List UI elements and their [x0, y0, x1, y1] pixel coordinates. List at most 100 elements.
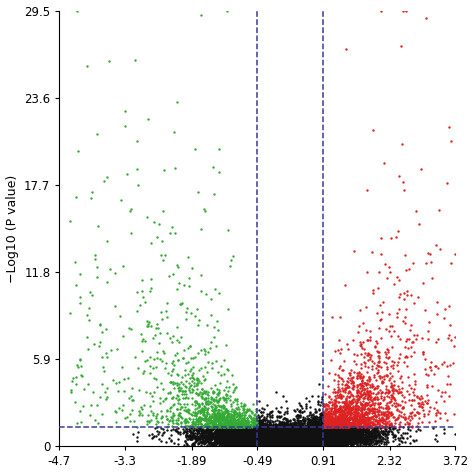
Point [275, 440, 283, 447]
Point [319, 401, 327, 408]
Point [293, 442, 301, 449]
Point [265, 442, 273, 450]
Point [258, 433, 266, 440]
Point [285, 427, 292, 435]
Point [285, 439, 293, 447]
Point [255, 428, 263, 436]
Point [283, 437, 291, 444]
Point [301, 430, 309, 438]
Point [250, 422, 258, 429]
Point [285, 428, 293, 436]
Point [250, 432, 257, 440]
Point [261, 442, 268, 449]
Point [295, 431, 303, 439]
Point [236, 427, 244, 435]
Point [278, 442, 286, 450]
Point [293, 443, 301, 450]
Point [304, 440, 312, 447]
Point [282, 442, 290, 450]
Point [301, 436, 309, 443]
Point [274, 438, 282, 446]
Point [316, 438, 324, 445]
Point [274, 437, 282, 445]
Point [305, 434, 312, 442]
Point [298, 438, 306, 445]
Point [237, 417, 245, 425]
Point [257, 431, 264, 439]
Point [313, 420, 321, 428]
Point [358, 412, 365, 420]
Point [291, 433, 298, 441]
Point [307, 432, 315, 440]
Point [312, 428, 320, 436]
Point [286, 424, 294, 432]
Point [271, 428, 279, 435]
Point [308, 432, 315, 440]
Point [302, 442, 310, 450]
Point [277, 434, 285, 442]
Point [335, 398, 342, 406]
Point [201, 420, 209, 428]
Point [301, 443, 309, 450]
Point [231, 438, 239, 446]
Point [284, 439, 292, 447]
Point [337, 419, 345, 426]
Point [267, 442, 275, 450]
Point [228, 421, 236, 429]
Point [241, 438, 249, 446]
Point [257, 439, 265, 447]
Point [354, 374, 361, 382]
Point [284, 441, 292, 449]
Point [318, 436, 326, 444]
Point [335, 436, 343, 443]
Point [315, 421, 323, 428]
Point [284, 438, 292, 446]
Point [290, 442, 297, 450]
Point [275, 439, 283, 447]
Point [323, 419, 330, 427]
Point [287, 442, 295, 450]
Point [291, 438, 299, 446]
Point [233, 423, 240, 431]
Point [318, 439, 326, 447]
Point [258, 418, 265, 426]
Point [268, 441, 276, 449]
Point [268, 442, 275, 450]
Point [255, 440, 263, 448]
Point [423, 370, 430, 378]
Point [195, 316, 203, 323]
Point [296, 406, 304, 413]
Point [225, 412, 232, 419]
Point [372, 438, 380, 446]
Point [268, 442, 276, 450]
Point [280, 437, 288, 445]
Point [303, 436, 311, 443]
Point [275, 438, 283, 446]
Point [268, 441, 275, 448]
Point [276, 442, 284, 449]
Point [292, 441, 300, 449]
Point [319, 440, 326, 448]
Point [359, 434, 367, 441]
Point [281, 437, 289, 445]
Point [258, 441, 265, 448]
Point [236, 423, 243, 430]
Point [328, 435, 336, 443]
Point [247, 430, 255, 438]
Point [265, 431, 273, 438]
Point [255, 437, 262, 444]
Point [285, 440, 292, 447]
Point [301, 442, 309, 450]
Point [279, 442, 287, 450]
Point [96, 321, 103, 329]
Point [280, 441, 287, 448]
Point [344, 428, 352, 436]
Point [300, 441, 307, 448]
Point [336, 432, 344, 440]
Point [283, 431, 291, 439]
Point [325, 438, 332, 445]
Point [296, 436, 303, 444]
Point [255, 429, 262, 437]
Point [270, 442, 278, 449]
Point [288, 442, 295, 450]
